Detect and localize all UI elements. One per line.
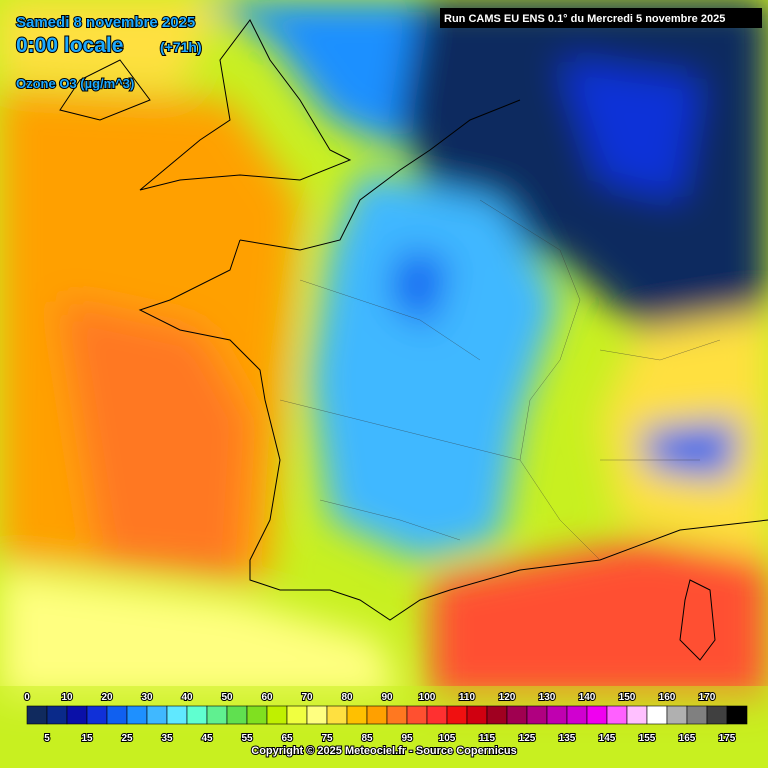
legend-label: 170 (699, 692, 716, 703)
legend-swatch (546, 705, 568, 725)
borders (279, 199, 721, 561)
legend-label: 60 (261, 692, 273, 703)
legend-label: 85 (361, 733, 373, 744)
legend-label: 145 (599, 733, 616, 744)
legend-swatch (266, 705, 288, 725)
time: 0:00 locale (16, 34, 123, 57)
legend-swatch (406, 705, 428, 725)
legend-swatch (646, 705, 668, 725)
legend-label: 105 (439, 733, 456, 744)
legend-swatch (486, 705, 508, 725)
legend-swatch (706, 705, 728, 725)
variable: Ozone O3 (µg/m^3) (16, 76, 134, 91)
legend-swatch (26, 705, 48, 725)
copyright: Copyright © 2025 Meteociel.fr - Source C… (251, 745, 516, 757)
legend-swatch (466, 705, 488, 725)
legend-swatch (286, 705, 308, 725)
legend-label: 165 (679, 733, 696, 744)
legend-swatch (526, 705, 548, 725)
legend-swatch (606, 705, 628, 725)
legend-label: 15 (81, 733, 93, 744)
legend-label: 50 (221, 692, 233, 703)
legend-label: 45 (201, 733, 213, 744)
lead-time: (+71h) (160, 39, 202, 55)
legend-swatch (66, 705, 88, 725)
legend-swatch (446, 705, 468, 725)
legend-swatch (206, 705, 228, 725)
legend-label: 90 (381, 692, 393, 703)
legend-swatch (46, 705, 68, 725)
legend-label: 75 (321, 733, 333, 744)
legend-swatch (86, 705, 108, 725)
legend-label: 25 (121, 733, 133, 744)
legend-label: 120 (499, 692, 516, 703)
legend-label: 10 (61, 692, 73, 703)
legend-label: 20 (101, 692, 113, 703)
legend-swatch (346, 705, 368, 725)
run-box (440, 8, 762, 28)
legend-label: 155 (639, 733, 656, 744)
legend-swatch (146, 705, 168, 725)
legend-swatch (106, 705, 128, 725)
legend-label: 110 (459, 692, 476, 703)
coastlines (59, 19, 768, 661)
legend-label: 65 (281, 733, 293, 744)
legend-swatch (506, 705, 528, 725)
legend-swatch (666, 705, 688, 725)
legend-swatch (246, 705, 268, 725)
legend-swatch (426, 705, 448, 725)
legend-label: 135 (559, 733, 576, 744)
legend-swatch (366, 705, 388, 725)
legend-label: 0 (24, 692, 30, 703)
legend-label: 130 (539, 692, 556, 703)
legend-label: 80 (341, 692, 353, 703)
colorbar: 0 5 10 15 20 25 30 35 40 45 50 55 60 65 70 75 80 85 90 95 10… (23, 691, 748, 745)
legend-swatch (686, 705, 708, 725)
legend-label: 30 (141, 692, 153, 703)
legend-label: 100 (419, 692, 436, 703)
legend-label: 55 (241, 733, 253, 744)
run-info: Run CAMS EU ENS 0.1° du Mercredi 5 novem… (444, 13, 725, 25)
concentration-field (0, 0, 768, 700)
legend-label: 95 (401, 733, 413, 744)
legend-swatch (226, 705, 248, 725)
legend-label: 160 (659, 692, 676, 703)
legend-label: 140 (579, 692, 596, 703)
legend-swatch (566, 705, 588, 725)
legend-label: 35 (161, 733, 173, 744)
legend-swatch (186, 705, 208, 725)
legend-label: 125 (519, 733, 536, 744)
legend-label: 70 (301, 692, 313, 703)
legend-swatch (726, 705, 748, 725)
legend-swatch (166, 705, 188, 725)
legend-swatch (126, 705, 148, 725)
legend-label: 5 (44, 733, 50, 744)
legend-label: 40 (181, 692, 193, 703)
date: Samedi 8 novembre 2025 (16, 14, 195, 31)
legend-swatch (326, 705, 348, 725)
legend-swatch (586, 705, 608, 725)
legend-background (0, 686, 768, 768)
legend-label: 115 (479, 733, 496, 744)
legend-swatch (306, 705, 328, 725)
legend-label: 150 (619, 692, 636, 703)
legend-label: 175 (719, 733, 736, 744)
legend-swatch (386, 705, 408, 725)
legend-swatch (626, 705, 648, 725)
